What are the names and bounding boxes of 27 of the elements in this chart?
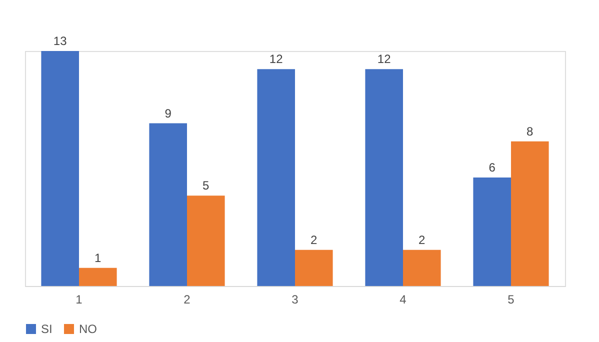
data-label: 5 [202, 178, 210, 193]
data-label: 2 [310, 232, 318, 247]
bar [365, 69, 403, 286]
bar [41, 51, 79, 286]
x-tick-label: 1 [76, 292, 83, 306]
bar [403, 250, 441, 286]
data-label: 1 [94, 250, 102, 265]
bar [511, 141, 549, 286]
x-tick-label: 3 [292, 292, 299, 306]
data-label: 13 [53, 34, 68, 48]
data-label: 2 [418, 232, 426, 247]
x-tick-label: 2 [184, 292, 191, 306]
data-label: 9 [164, 106, 172, 120]
bar [149, 123, 187, 286]
bar [295, 250, 333, 286]
bar [187, 196, 225, 286]
bar [473, 178, 511, 286]
legend-label: NO [79, 322, 97, 336]
data-label: 12 [269, 52, 284, 66]
x-tick-label: 4 [400, 292, 407, 306]
x-tick-label: 5 [508, 292, 515, 306]
bar [79, 268, 117, 286]
bar [257, 69, 295, 286]
data-label: 12 [377, 52, 392, 66]
data-label: 6 [488, 160, 496, 175]
legend-label: SI [41, 322, 52, 336]
data-label: 8 [526, 124, 534, 138]
